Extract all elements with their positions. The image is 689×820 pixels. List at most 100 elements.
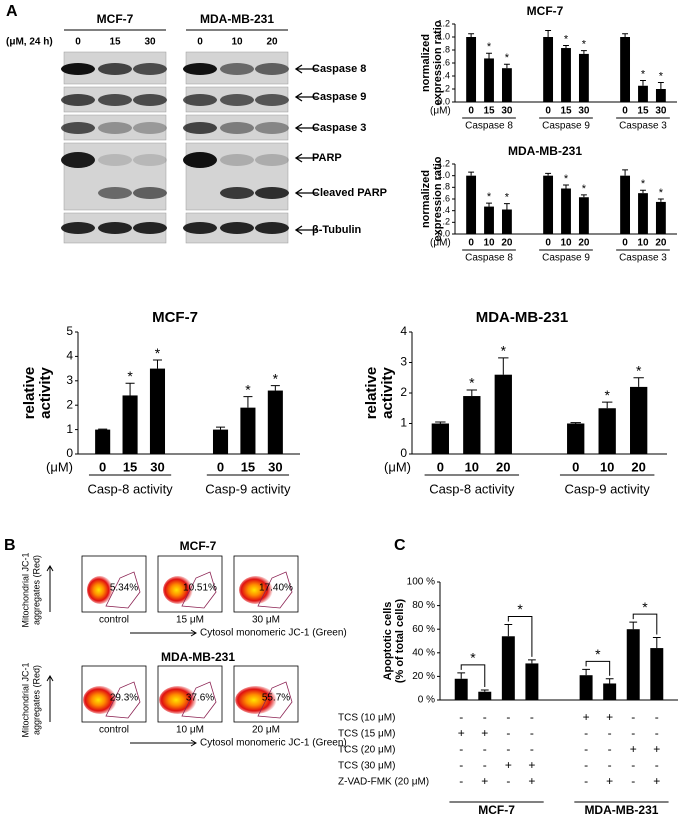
y-axis-label: expression ratio xyxy=(432,20,444,105)
error-bar xyxy=(468,33,475,37)
condition-sign: + xyxy=(653,774,660,788)
x-tick-label: 30 xyxy=(655,106,667,117)
arrow xyxy=(294,188,318,198)
flow-y-arrow xyxy=(46,675,54,722)
flow-plot-label: 10 μM xyxy=(176,725,204,736)
bar xyxy=(567,423,585,454)
condition-sign: - xyxy=(608,726,612,740)
bar xyxy=(578,53,589,102)
group-label: Casp-9 activity xyxy=(565,481,651,496)
condition-sign: - xyxy=(459,758,463,772)
x-tick-label: 0 xyxy=(468,106,474,117)
error-bar xyxy=(580,50,587,54)
blot-band xyxy=(61,152,95,168)
significance-mark: * xyxy=(501,343,507,359)
x-tick-label: 15 xyxy=(483,106,495,117)
x-tick-label: 20 xyxy=(496,459,510,474)
y-tick-label: .4 xyxy=(442,205,450,215)
group-label: Casp-9 activity xyxy=(205,481,291,496)
bar xyxy=(431,423,449,454)
gate-percent: 55.7% xyxy=(262,693,290,704)
flow-plot-label: 20 μM xyxy=(252,725,280,736)
y-tick-label: 1 xyxy=(66,422,73,436)
chart-title: MDA-MB-231 xyxy=(508,144,582,158)
error-bar xyxy=(468,171,475,176)
bar xyxy=(638,85,648,102)
bar xyxy=(578,197,589,234)
gate-percent: 29.3% xyxy=(110,693,138,704)
arrow xyxy=(294,225,318,235)
dose-label: 0 xyxy=(197,37,203,48)
bar xyxy=(463,396,481,454)
error-bar xyxy=(601,401,613,409)
dose-label: 20 xyxy=(266,37,278,48)
y-tick-label: .6 xyxy=(442,193,450,203)
significance-mark: * xyxy=(564,173,569,185)
flow-density xyxy=(159,686,197,714)
condition-sign: - xyxy=(483,710,487,724)
bar xyxy=(122,395,138,454)
blot-band xyxy=(61,122,95,134)
blot-band xyxy=(98,154,132,166)
condition-sign: - xyxy=(584,758,588,772)
x-tick-label: 10 xyxy=(483,238,495,249)
flow-x-label: Cytosol monomeric JC-1 (Green) xyxy=(200,738,347,749)
y-tick-label: 20 % xyxy=(412,671,435,682)
flow-density xyxy=(235,686,277,714)
bar xyxy=(501,209,512,234)
blot-treatment: (μM, 24 h) xyxy=(6,37,53,48)
x-tick-label: 15 xyxy=(637,106,649,117)
significance-mark: * xyxy=(659,70,664,82)
condition-sign: - xyxy=(655,758,659,772)
y-tick-label: 4 xyxy=(400,324,407,338)
significance-mark: * xyxy=(641,68,646,80)
error-bar xyxy=(466,389,478,397)
blot-band xyxy=(183,94,217,106)
condition-sign: - xyxy=(655,726,659,740)
group-label: Casp-8 activity xyxy=(87,481,173,496)
protein-label: Caspase 8 xyxy=(312,63,366,75)
unit-label: (μM) xyxy=(384,459,411,474)
condition-sign: + xyxy=(528,758,535,772)
flow-plot-label: control xyxy=(99,615,129,626)
bar xyxy=(561,188,571,234)
condition-sign: - xyxy=(631,758,635,772)
x-tick-label: 0 xyxy=(545,238,551,249)
error-bar xyxy=(498,357,509,375)
y-tick-label: 1.0 xyxy=(437,31,450,41)
cell-line-label: MCF-7 xyxy=(97,12,134,26)
group-label: Caspase 8 xyxy=(465,121,513,132)
flow-title: MCF-7 xyxy=(180,539,217,553)
bar xyxy=(630,386,648,454)
flow-density xyxy=(163,576,193,604)
y-tick-label: 2 xyxy=(400,385,407,399)
condition-label: TCS (10 μM) xyxy=(338,713,395,724)
flow-title: MDA-MB-231 xyxy=(161,650,235,664)
group-label: Caspase 8 xyxy=(465,253,513,264)
significance-mark: * xyxy=(659,187,664,199)
y-tick-label: .8 xyxy=(442,182,450,192)
dose-label: 0 xyxy=(75,37,81,48)
error-bar xyxy=(657,198,664,202)
unit-label: (μM) xyxy=(430,238,451,249)
dose-label: 10 xyxy=(231,37,243,48)
blot-band xyxy=(61,63,95,75)
error-bar xyxy=(503,203,510,210)
blot-band xyxy=(98,187,132,199)
error-bar xyxy=(582,668,590,676)
blot-band xyxy=(255,187,289,199)
flow-density xyxy=(83,686,117,714)
blot-band xyxy=(220,222,254,234)
y-axis-label: (% of total cells) xyxy=(394,598,406,683)
error-bar xyxy=(629,621,638,630)
bar xyxy=(525,663,539,700)
bar xyxy=(484,206,494,234)
error-bar xyxy=(563,44,569,49)
condition-label: TCS (30 μM) xyxy=(338,761,395,772)
blot-band xyxy=(133,63,167,75)
condition-sign: - xyxy=(608,758,612,772)
y-tick-label: 1.2 xyxy=(437,158,450,168)
bar xyxy=(638,193,648,234)
error-bar xyxy=(657,82,664,89)
x-tick-label: 0 xyxy=(545,106,551,117)
